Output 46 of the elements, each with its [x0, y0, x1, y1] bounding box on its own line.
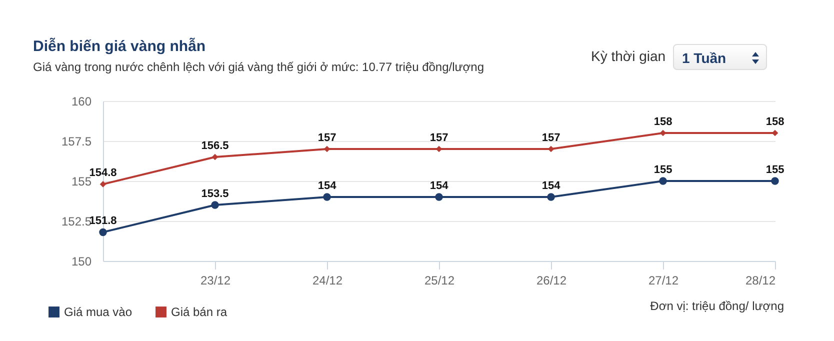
x-tick-label: 28/12: [745, 274, 776, 288]
data-label: 155: [654, 164, 672, 176]
legend-label: Giá bán ra: [171, 305, 228, 319]
data-label: 157: [430, 132, 448, 144]
y-tick-label: 155: [71, 174, 92, 188]
point: [323, 193, 331, 201]
chart-title: Diễn biến giá vàng nhẫn: [33, 38, 206, 55]
point: [771, 177, 779, 185]
x-tick-label: 24/12: [312, 274, 343, 288]
chart-subtitle: Giá vàng trong nước chênh lệch với giá vàng thế giới ở mức: 10.77 triệu đồng/lượng: [33, 60, 484, 74]
text: Kỳ thời gian: [591, 48, 666, 64]
y-tick-label: 150: [71, 254, 92, 268]
point: [548, 146, 554, 152]
data-label: 153.5: [201, 188, 229, 200]
select-field: 1 Tuần: [673, 44, 767, 70]
x-tick-label: 26/12: [536, 274, 567, 288]
legend-label: Giá mua vào: [64, 305, 132, 319]
data-label: 154: [430, 180, 450, 192]
point: [436, 146, 442, 152]
point: [660, 130, 666, 136]
data-label: 154: [542, 180, 562, 192]
point: [100, 181, 106, 188]
point: [547, 193, 555, 201]
y-tick-label: 152.5: [61, 214, 92, 228]
data-label: 158: [766, 116, 784, 128]
point: [659, 177, 667, 185]
y-tick-label: 157.5: [61, 134, 92, 148]
data-label: 154.8: [89, 167, 117, 180]
x-tick-label: 25/12: [424, 274, 455, 288]
point: [772, 130, 778, 136]
x-tick-label: 27/12: [648, 274, 679, 288]
text: Đơn vị: triệu đồng/ lượng: [650, 299, 784, 313]
point: [324, 146, 330, 152]
y-tick-label: 160: [71, 94, 92, 108]
point: [211, 201, 219, 209]
point: [435, 193, 443, 201]
data-label: 156.5: [201, 140, 229, 152]
x-tick-label: 23/12: [200, 274, 231, 288]
data-label: 154: [318, 180, 338, 192]
data-label: 158: [654, 116, 672, 128]
data-label: 151.8: [89, 215, 117, 228]
data-label: 155: [766, 164, 784, 176]
point: [99, 228, 107, 236]
data-label: 157: [318, 132, 336, 144]
data-label: 157: [542, 132, 560, 144]
point: [212, 154, 218, 160]
